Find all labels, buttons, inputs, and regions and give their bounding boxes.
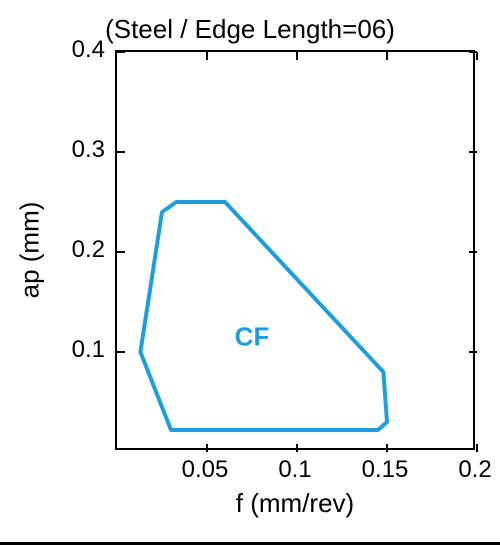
region-polygon (140, 202, 387, 430)
plot-svg (117, 52, 477, 452)
y-tick-mark (469, 151, 477, 153)
y-tick-label: 0.4 (45, 36, 105, 64)
x-tick-mark (386, 444, 388, 452)
y-tick-label: 0.2 (45, 236, 105, 264)
x-tick-label: 0.05 (165, 456, 245, 484)
region-label: CF (235, 322, 270, 353)
y-tick-mark (117, 351, 125, 353)
y-axis-label: ap (mm) (15, 202, 46, 299)
x-tick-label: 0.1 (255, 456, 335, 484)
figure-frame: (Steel / Edge Length=06) CF ap (mm) f (m… (0, 0, 500, 545)
y-tick-label: 0.1 (45, 336, 105, 364)
plot-area: CF (115, 50, 475, 450)
x-tick-mark (206, 52, 208, 60)
x-tick-label: 0.2 (435, 456, 500, 484)
y-tick-mark (469, 351, 477, 353)
y-tick-mark (117, 51, 125, 53)
x-tick-mark (386, 52, 388, 60)
x-tick-mark (206, 444, 208, 452)
y-tick-mark (117, 251, 125, 253)
x-tick-mark (476, 444, 478, 452)
x-tick-mark (476, 52, 478, 60)
y-tick-label: 0.3 (45, 136, 105, 164)
x-tick-mark (296, 444, 298, 452)
y-tick-mark (469, 251, 477, 253)
y-tick-mark (117, 151, 125, 153)
x-tick-label: 0.15 (345, 456, 425, 484)
x-tick-mark (296, 52, 298, 60)
x-axis-label: f (mm/rev) (236, 488, 354, 519)
